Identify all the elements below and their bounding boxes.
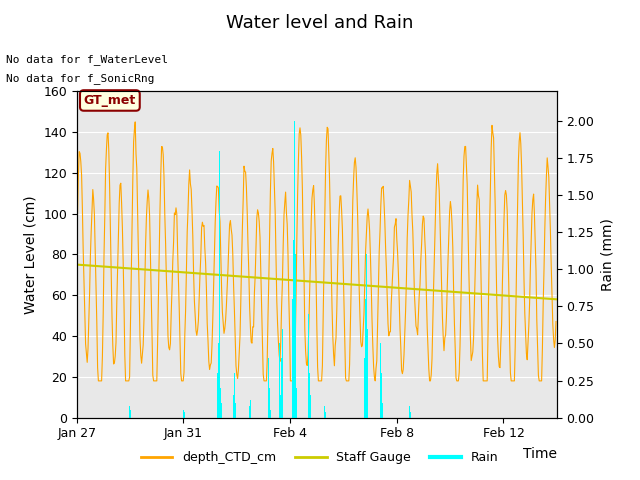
Bar — [270, 410, 271, 418]
Text: No data for f_WaterLevel: No data for f_WaterLevel — [6, 54, 168, 65]
Legend: depth_CTD_cm, Staff Gauge, Rain: depth_CTD_cm, Staff Gauge, Rain — [136, 446, 504, 469]
Bar — [282, 329, 283, 418]
Bar — [235, 403, 236, 418]
Bar — [217, 373, 218, 418]
Bar — [294, 121, 295, 418]
Text: Water level and Rain: Water level and Rain — [227, 14, 413, 33]
Text: GT_met: GT_met — [84, 94, 136, 107]
Bar — [269, 388, 270, 418]
Bar — [129, 406, 130, 418]
Bar — [130, 410, 131, 418]
Bar — [382, 403, 383, 418]
Bar — [292, 299, 293, 418]
Bar — [366, 254, 367, 418]
Y-axis label: Rain (mm): Rain (mm) — [600, 218, 614, 291]
Text: Time: Time — [523, 447, 557, 461]
Bar — [221, 403, 222, 418]
Bar — [367, 388, 369, 418]
Bar — [233, 396, 234, 418]
Bar — [249, 406, 250, 418]
Bar — [218, 343, 219, 418]
Bar — [281, 358, 282, 418]
Bar — [309, 373, 310, 418]
Y-axis label: Water Level (cm): Water Level (cm) — [24, 195, 38, 314]
Bar — [410, 412, 411, 418]
Bar — [380, 343, 381, 418]
Bar — [310, 396, 311, 418]
Bar — [234, 373, 235, 418]
Bar — [220, 388, 221, 418]
Bar — [184, 412, 185, 418]
Text: No data for f_SonicRng: No data for f_SonicRng — [6, 73, 155, 84]
Bar — [381, 373, 382, 418]
Bar — [295, 254, 296, 418]
Bar — [280, 396, 281, 418]
Bar — [268, 358, 269, 418]
Bar — [364, 358, 365, 418]
Bar — [279, 343, 280, 418]
Bar — [308, 314, 309, 418]
Bar — [409, 406, 410, 418]
Bar — [183, 410, 184, 418]
Bar — [296, 388, 297, 418]
Bar — [365, 299, 366, 418]
Bar — [293, 240, 294, 418]
Bar — [250, 400, 251, 418]
Bar — [219, 151, 220, 418]
Bar — [325, 412, 326, 418]
Bar — [324, 406, 325, 418]
